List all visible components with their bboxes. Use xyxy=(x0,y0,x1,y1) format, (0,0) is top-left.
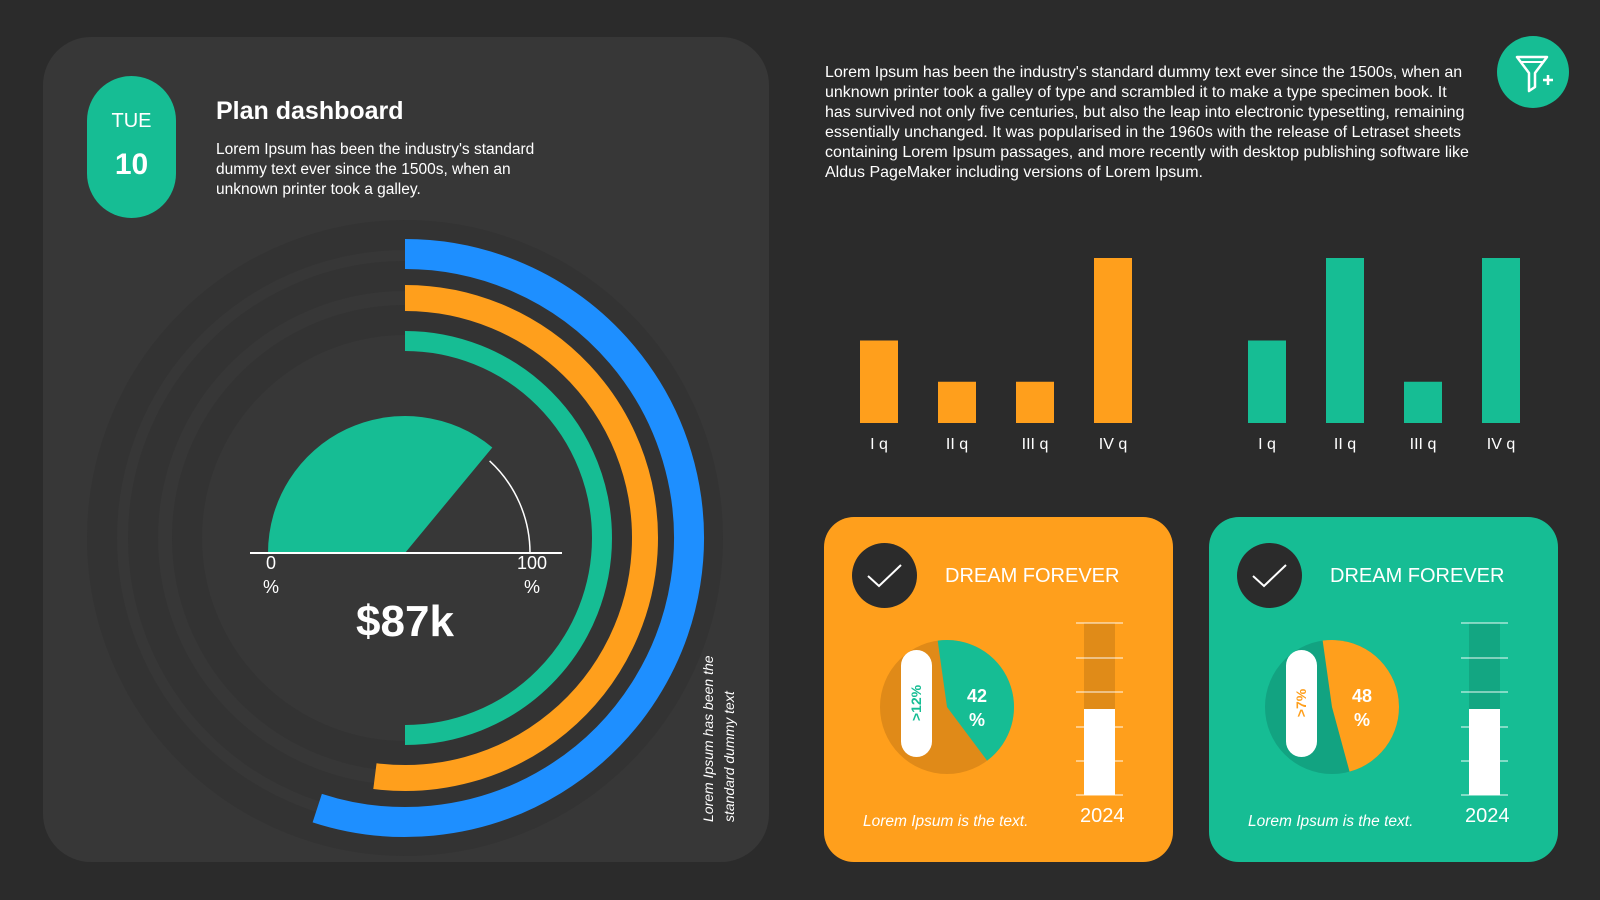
card-caption: Lorem Ipsum is the text. xyxy=(1248,813,1414,830)
gauge-min-unit: % xyxy=(263,577,279,597)
pill-label: >12% xyxy=(908,684,924,721)
bar-0-0 xyxy=(860,340,898,423)
pie-slice xyxy=(937,640,1014,761)
bar-1-2 xyxy=(1404,381,1442,423)
quarterly-bar-charts: I q II q III q IV q I q II q III q IV q xyxy=(860,258,1520,453)
card-graphics: 42% >12% xyxy=(880,622,1123,796)
card-title: DREAM FOREVER xyxy=(945,565,1120,587)
card-year: 2024 xyxy=(1080,805,1125,827)
page-description: Lorem Ipsum has been the industry's stan… xyxy=(216,141,535,198)
pill-badge xyxy=(901,650,932,757)
gauge-max-label: 100 xyxy=(517,553,547,573)
gauge-max-unit: % xyxy=(524,577,540,597)
card-graphics: 48% >7% xyxy=(1265,622,1508,796)
pie-percent-value: 42 xyxy=(967,686,987,706)
bar-label-1-0: I q xyxy=(1258,436,1276,453)
pie-slice xyxy=(1322,640,1400,772)
gauge-min-label: 0 xyxy=(266,553,276,573)
bar-label-1-1: II q xyxy=(1334,436,1356,453)
level-fill xyxy=(1084,709,1115,795)
bar-label-0-0: I q xyxy=(870,436,888,453)
page-title: Plan dashboard xyxy=(216,97,404,125)
bar-label-1-3: IV q xyxy=(1487,436,1515,453)
progress-ring-0 xyxy=(312,239,704,837)
gauge-fill xyxy=(268,415,493,553)
pill-label: >7% xyxy=(1293,688,1309,717)
ring-track xyxy=(128,261,682,815)
filter-button[interactable] xyxy=(1497,36,1569,108)
bar-label-0-2: III q xyxy=(1022,436,1049,453)
pie-percent-unit: % xyxy=(969,710,985,730)
date-number: 10 xyxy=(114,148,149,181)
ring-track xyxy=(87,220,723,856)
card-caption: Lorem Ipsum is the text. xyxy=(863,813,1029,830)
bar-0-1 xyxy=(938,381,976,423)
pill-badge xyxy=(1286,650,1317,757)
progress-ring-2 xyxy=(404,331,612,745)
dream-card-green[interactable]: 48% >7% DREAM FOREVER Lorem Ipsum is the … xyxy=(1209,517,1558,862)
gauge-remaining-arc xyxy=(489,460,531,554)
bar-0-3 xyxy=(1094,258,1132,423)
intro-text: Lorem Ipsum has been the industry's stan… xyxy=(825,64,1469,181)
dream-card-orange[interactable]: 42% >12% DREAM FOREVER Lorem Ipsum is the… xyxy=(824,517,1173,862)
check-icon[interactable] xyxy=(1237,543,1302,608)
card-title: DREAM FOREVER xyxy=(1330,565,1505,587)
pie-percent-value: 48 xyxy=(1352,686,1372,706)
vertical-note-line-2: standard dummy text xyxy=(721,691,737,822)
bar-1-3 xyxy=(1482,258,1520,423)
date-badge: TUE 10 xyxy=(87,76,176,218)
bar-label-0-1: II q xyxy=(946,436,968,453)
vertical-note: Lorem Ipsum has been the standard dummy … xyxy=(698,622,740,822)
bar-1-0 xyxy=(1248,340,1286,423)
bar-0-2 xyxy=(1016,381,1054,423)
vertical-note-line-1: Lorem Ipsum has been the xyxy=(700,655,716,822)
bar-label-1-2: III q xyxy=(1410,436,1437,453)
filter-add-icon xyxy=(1515,55,1553,93)
progress-ring-1 xyxy=(373,285,658,791)
gauge-chart: 0 % 100 % $87k xyxy=(87,220,723,856)
card-year: 2024 xyxy=(1465,805,1510,827)
ring-track xyxy=(172,305,638,771)
bar-label-0-3: IV q xyxy=(1099,436,1127,453)
check-icon[interactable] xyxy=(852,543,917,608)
gauge-value: $87k xyxy=(356,597,454,646)
pie-percent-unit: % xyxy=(1354,710,1370,730)
level-fill xyxy=(1469,709,1500,795)
date-day: TUE xyxy=(111,110,152,132)
bar-1-1 xyxy=(1326,258,1364,423)
